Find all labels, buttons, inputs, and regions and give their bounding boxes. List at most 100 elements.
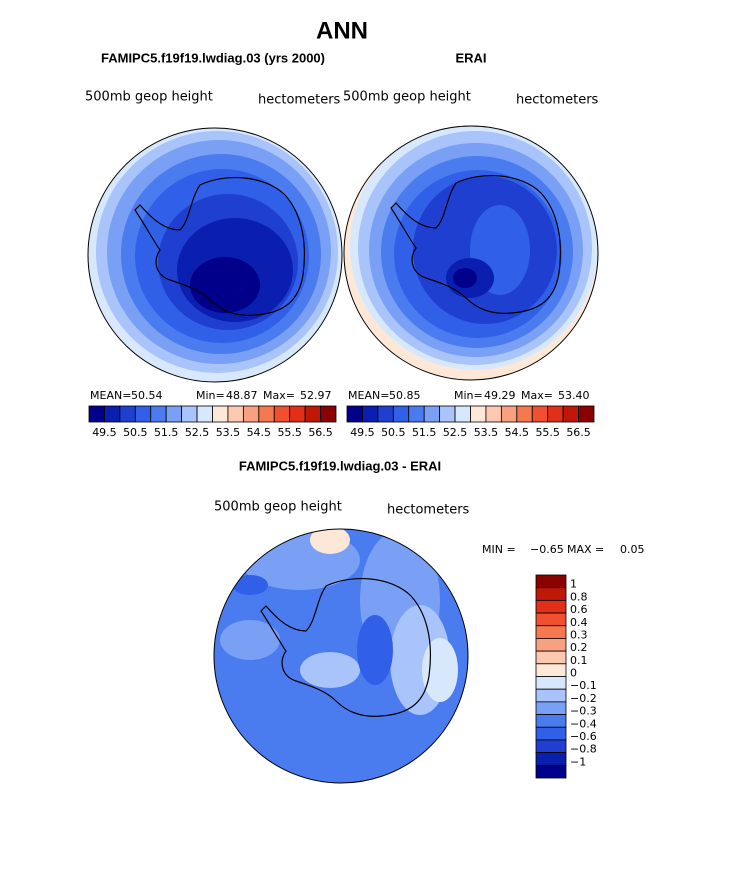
colorbar-box <box>88 405 105 423</box>
colorbar-label: −0.2 <box>570 692 597 705</box>
map-border <box>343 125 599 381</box>
stats: MIN = −0.65 MAX = 0.05 <box>482 543 645 556</box>
stat-value: 50.85 <box>389 389 421 402</box>
colorbar-box <box>535 625 567 639</box>
colorbar-label: −0.4 <box>570 717 597 730</box>
colorbar-box <box>289 405 306 423</box>
map <box>88 128 342 382</box>
units-label: hectometers <box>387 503 470 518</box>
colorbar-box <box>535 714 567 728</box>
stats: MEAN= 50.54 Min= 48.87 Max= 52.97 <box>90 389 332 402</box>
colorbar-box <box>535 726 567 741</box>
colorbar-box <box>362 405 379 423</box>
stat-label: Max= <box>521 389 553 402</box>
colorbar-box <box>304 405 321 423</box>
colorbar-box <box>516 405 533 423</box>
colorbar-label: 0.6 <box>570 603 588 616</box>
colorbar-box <box>535 701 567 715</box>
colorbar-box <box>227 405 244 423</box>
colorbar-box <box>535 574 567 589</box>
stat-value: 48.87 <box>226 389 258 402</box>
colorbar-label: 56.5 <box>566 426 591 439</box>
colorbar-box <box>134 405 152 423</box>
stat-label: MEAN= <box>348 389 389 402</box>
colorbar-box <box>535 739 567 754</box>
colorbar-box <box>535 650 567 665</box>
colorbar-label: 55.5 <box>277 426 302 439</box>
colorbar-box <box>242 405 260 423</box>
colorbar-box <box>535 688 567 703</box>
colorbar-box <box>181 405 198 423</box>
colorbar-box <box>273 405 291 423</box>
stat-label: Min= <box>454 389 483 402</box>
colorbar-label: 0.8 <box>570 590 588 603</box>
colorbar-label: 55.5 <box>535 426 560 439</box>
colorbar-label: 0.1 <box>570 654 588 667</box>
colorbar-label: 49.5 <box>92 426 117 439</box>
colorbar-box <box>535 676 567 690</box>
map-border <box>213 528 469 784</box>
map <box>344 126 598 380</box>
colorbar-label: 54.5 <box>247 426 272 439</box>
units-label: hectometers <box>258 93 341 108</box>
colorbar-box <box>150 405 167 423</box>
colorbar-label: 52.5 <box>185 426 210 439</box>
colorbar-label: 49.5 <box>350 426 375 439</box>
colorbar-label: 52.5 <box>443 426 468 439</box>
colorbar-label: 51.5 <box>154 426 179 439</box>
colorbar-label: −0.8 <box>570 743 597 756</box>
colorbar-box <box>535 764 567 779</box>
colorbar-box <box>258 405 275 423</box>
colorbar-box <box>535 638 567 652</box>
figure-title: ANN <box>316 17 368 44</box>
colorbar-box <box>408 405 425 423</box>
colorbar-label: 0.4 <box>570 616 588 629</box>
stat-value: 49.29 <box>484 389 516 402</box>
colorbar-box <box>500 405 518 423</box>
field-label: 500mb geop height <box>214 500 342 515</box>
colorbar-label: 51.5 <box>412 426 437 439</box>
colorbar-box <box>377 405 394 423</box>
units-label: hectometers <box>516 93 599 108</box>
colorbar-box <box>535 663 567 677</box>
map <box>214 529 468 783</box>
stat-label: Max= <box>263 389 295 402</box>
stat-value: 53.40 <box>558 389 590 402</box>
colorbar-box <box>531 405 549 423</box>
colorbar-label: 1 <box>570 578 577 591</box>
field-label: 500mb geop height <box>85 90 213 105</box>
colorbar-box <box>423 405 441 423</box>
stat-value: 52.97 <box>300 389 332 402</box>
colorbar-label: −0.3 <box>570 705 597 718</box>
stat-label: MIN = <box>482 543 516 556</box>
panel-title: FAMIPC5.f19f19.lwdiag.03 (yrs 2000) <box>101 50 325 65</box>
field-label: 500mb geop height <box>343 90 471 105</box>
panel-title: FAMIPC5.f19f19.lwdiag.03 - ERAI <box>239 458 441 473</box>
colorbar-box <box>165 405 183 423</box>
colorbar-box <box>535 599 567 614</box>
colorbar-box <box>578 405 595 423</box>
colorbar-label: 50.5 <box>381 426 406 439</box>
colorbar-box <box>454 405 471 423</box>
colorbar-label: 0.3 <box>570 628 588 641</box>
stat-value: 50.54 <box>131 389 163 402</box>
stats: MEAN= 50.85 Min= 49.29 Max= 53.40 <box>348 389 590 402</box>
colorbar-box <box>547 405 564 423</box>
colorbar-box <box>470 405 487 423</box>
colorbar-label: 50.5 <box>123 426 148 439</box>
colorbar-label: 0 <box>570 667 577 680</box>
colorbar-label: 56.5 <box>308 426 333 439</box>
colorbar-box <box>562 405 579 423</box>
colorbar-box <box>104 405 121 423</box>
colorbar-label: −1 <box>570 755 586 768</box>
colorbar-label: 53.5 <box>216 426 241 439</box>
stat-value: 0.05 <box>620 543 645 556</box>
colorbar-box <box>119 405 136 423</box>
stat-label: Min= <box>196 389 225 402</box>
colorbar-label: −0.1 <box>570 679 597 692</box>
colorbar-box <box>320 405 337 423</box>
colorbar-box <box>439 405 456 423</box>
colorbar-box <box>392 405 410 423</box>
colorbar-box <box>212 405 229 423</box>
